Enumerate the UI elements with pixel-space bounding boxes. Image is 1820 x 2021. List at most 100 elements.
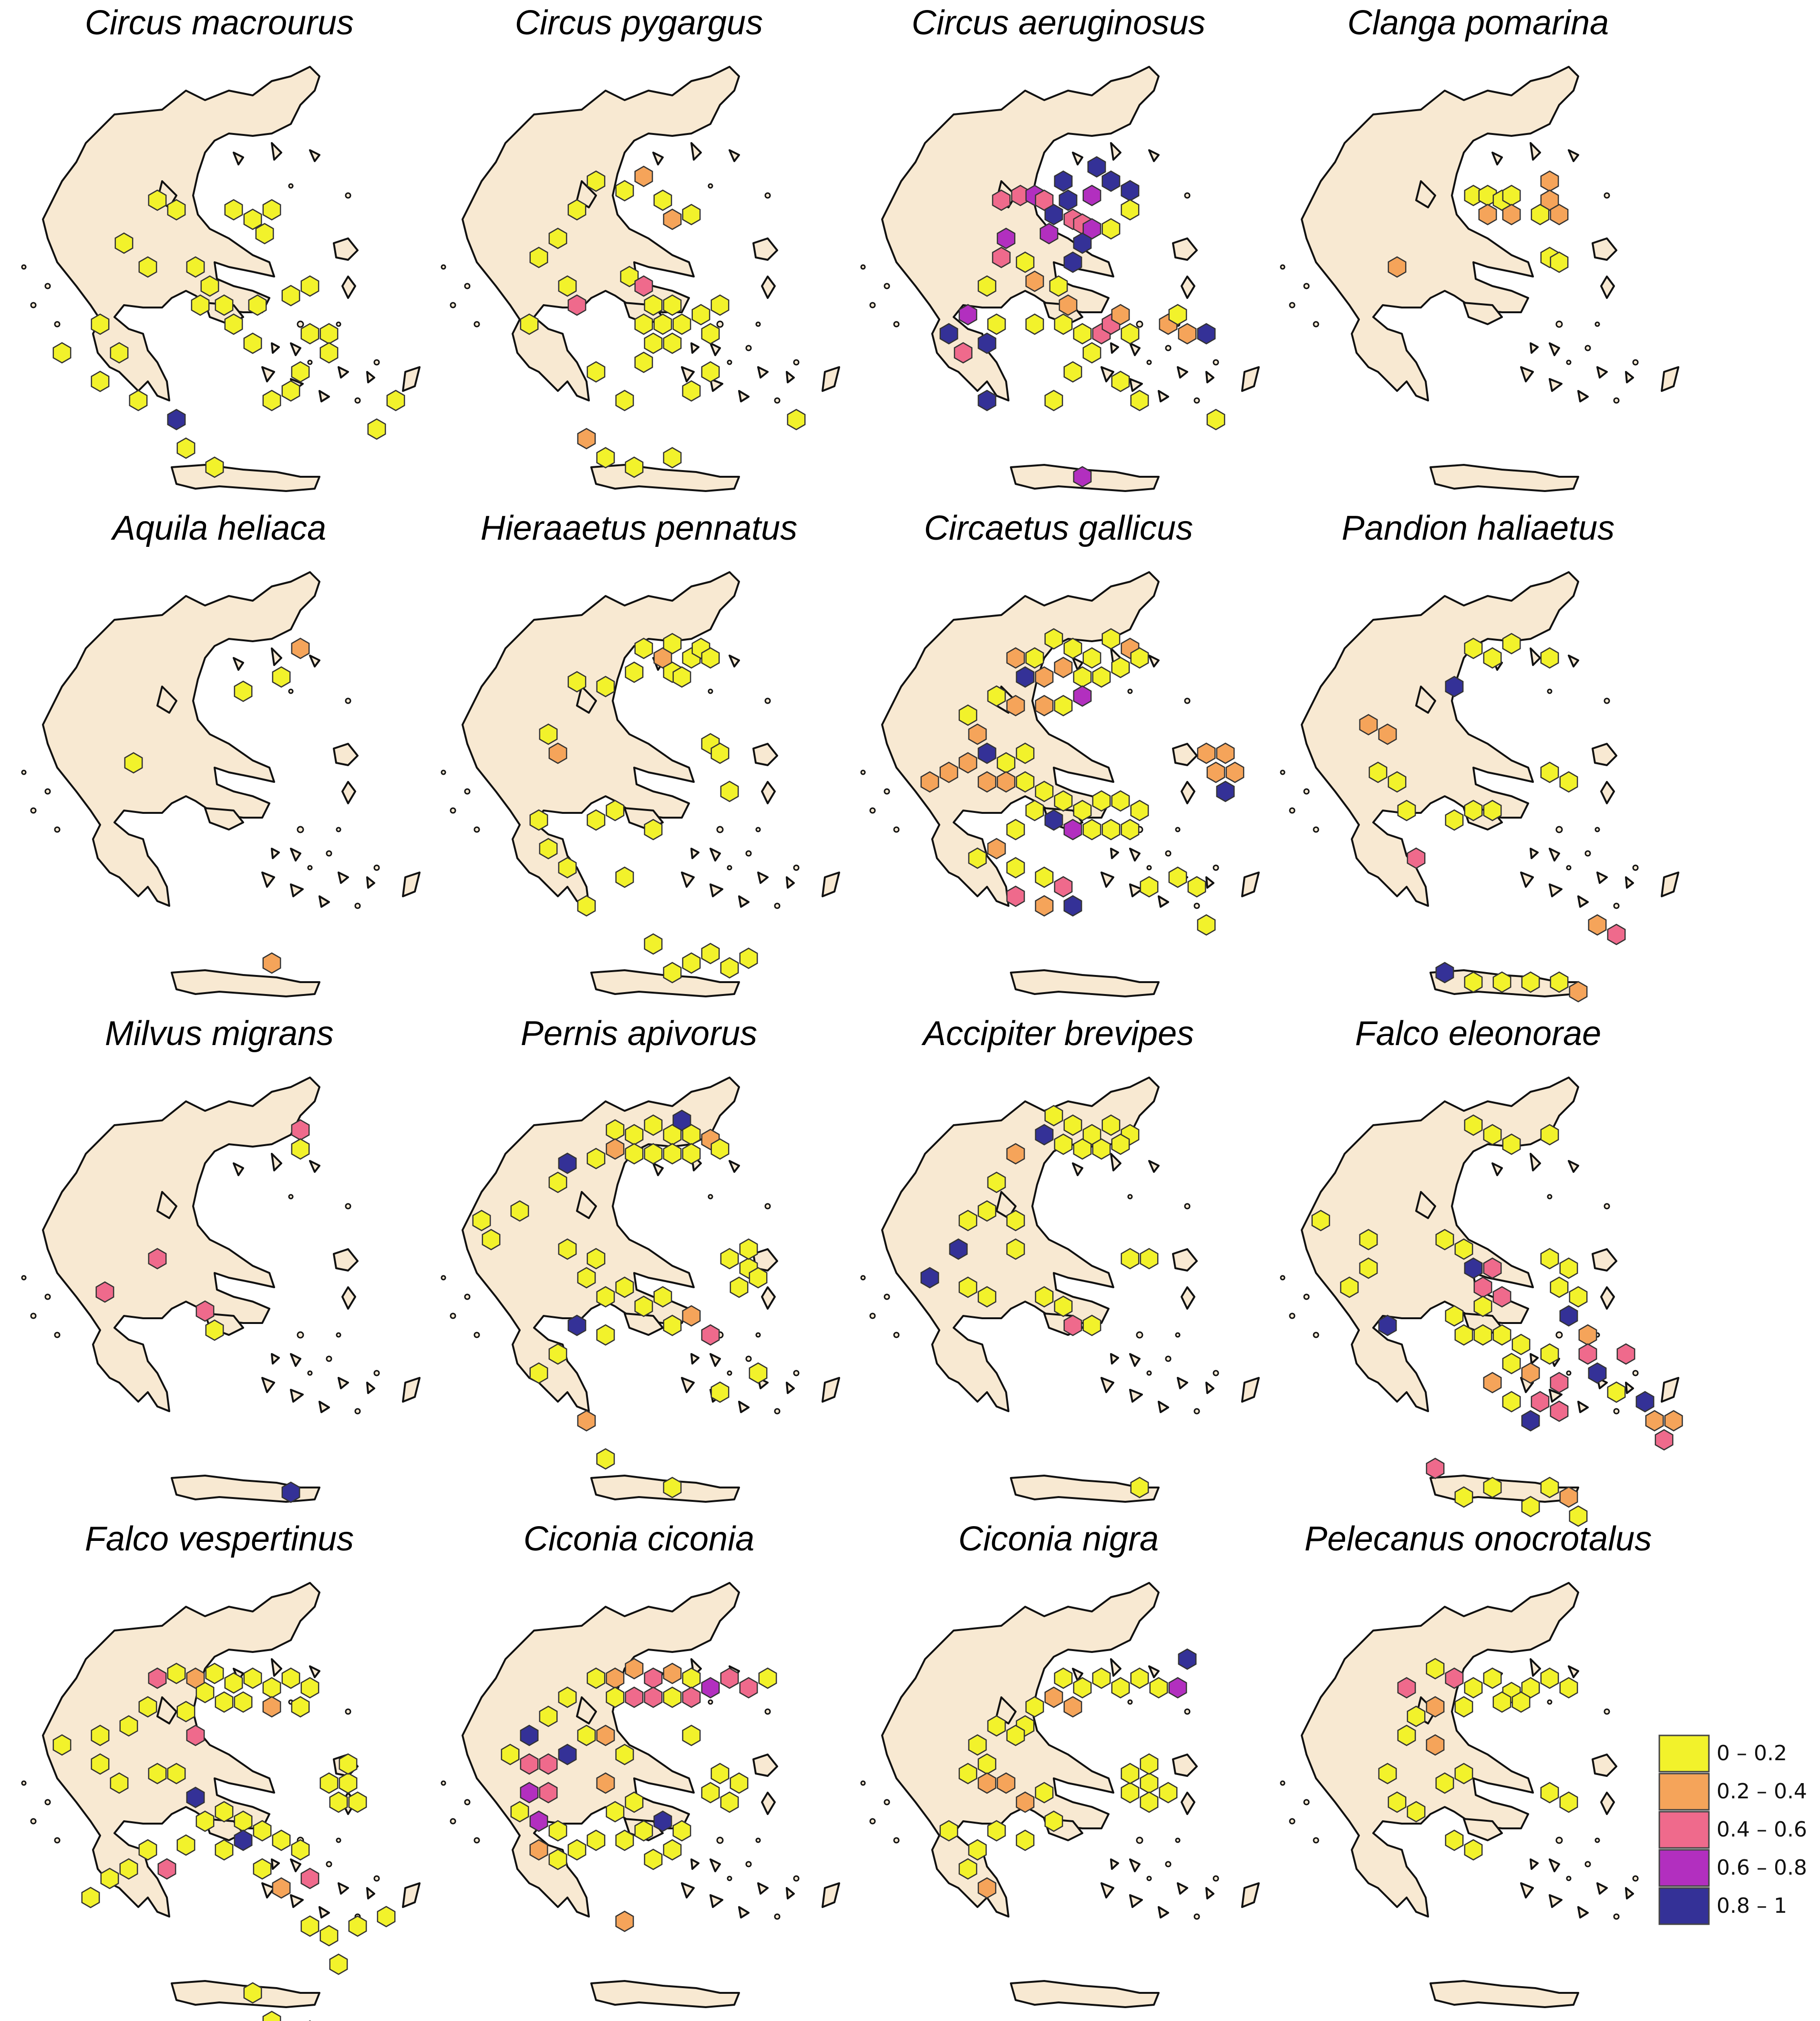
hex-cell (1063, 361, 1082, 383)
hex-cell (91, 370, 110, 392)
hex-cell (186, 1724, 205, 1746)
hex-cell (625, 456, 644, 478)
hex-cell (1101, 1114, 1121, 1136)
hex-cell (1645, 1410, 1664, 1432)
hex-cell (1063, 895, 1082, 917)
hex-cells (501, 1658, 777, 1932)
hex-cell (997, 227, 1016, 249)
hex-cell (510, 1200, 529, 1222)
panel-title: Circaetus gallicus (924, 509, 1193, 547)
panel-circus-aeruginosus: Circus aeruginosus (860, 4, 1260, 492)
hex-cell (958, 304, 977, 326)
panel-circus-pygargus: Circus pygargus (441, 4, 840, 492)
hex-cell (920, 771, 939, 793)
hex-cell (720, 1667, 739, 1689)
hex-cell (1073, 1677, 1092, 1699)
hex-cell (958, 1858, 977, 1880)
hex-cell (539, 1782, 558, 1804)
hex-cell (291, 1839, 310, 1861)
hex-cell (720, 957, 739, 979)
hex-cell (1397, 800, 1416, 821)
hex-cell (119, 1715, 138, 1737)
hex-cell (548, 742, 567, 764)
hex-cell (720, 780, 739, 802)
hex-cell (977, 1200, 997, 1222)
hex-cells (95, 1119, 310, 1503)
hex-cell (291, 361, 310, 383)
hex-cell (615, 390, 634, 411)
hex-cell (234, 1691, 253, 1713)
hex-cell (596, 447, 615, 469)
hex-cell (625, 1143, 644, 1165)
hex-cell (1044, 809, 1063, 831)
hex-cell (1035, 1286, 1054, 1308)
panel-accipiter-brevipes: Accipiter brevipes (860, 1015, 1260, 1503)
hex-cell (1039, 223, 1059, 245)
hex-cell (992, 246, 1011, 268)
hex-cell (1492, 971, 1512, 993)
hex-cell (215, 294, 234, 316)
hex-cell (987, 1715, 1006, 1737)
hex-cell (1502, 1391, 1521, 1413)
hex-cell (1197, 323, 1216, 345)
hex-cell (1006, 647, 1025, 669)
hex-cell (205, 1319, 224, 1341)
hex-cell (253, 1858, 272, 1880)
panel-title: Circus pygargus (515, 4, 763, 42)
hex-cell (1454, 1763, 1473, 1785)
hex-cell (91, 1724, 110, 1746)
hex-cell (1054, 1295, 1073, 1317)
hex-cell (663, 1314, 682, 1336)
hex-cell (1063, 637, 1082, 659)
hex-cell (377, 1906, 396, 1928)
hex-cell (987, 685, 1006, 707)
hex-cell (1111, 657, 1130, 678)
hex-cell (1140, 1791, 1159, 1813)
hex-cell (1578, 1324, 1597, 1346)
hex-cell (1016, 742, 1035, 764)
hex-cell (1550, 971, 1569, 993)
hex-cell (968, 723, 987, 745)
hex-cell (1388, 771, 1407, 793)
hex-cell (1588, 914, 1607, 936)
greece-map (21, 66, 421, 492)
hex-cell (558, 1686, 577, 1708)
hex-cell (1502, 633, 1521, 655)
hex-cell (997, 771, 1016, 793)
hex-cell (195, 1682, 215, 1703)
hex-cell (176, 1701, 195, 1723)
hex-cell (91, 1753, 110, 1775)
hex-cell (300, 1677, 319, 1699)
hex-cell (1550, 204, 1569, 226)
hex-cell (1054, 695, 1073, 717)
hex-cell (644, 1143, 663, 1165)
hex-cell (644, 1848, 663, 1870)
hex-cell (567, 199, 586, 221)
panel-circaetus-gallicus: Circaetus gallicus (860, 509, 1260, 997)
hex-cell (1130, 1477, 1149, 1498)
hex-cell (262, 390, 281, 411)
hex-cell (215, 1801, 234, 1823)
hex-cell (1054, 657, 1073, 678)
legend-label: 0.2 – 0.4 (1717, 1779, 1807, 1804)
panel-falco-vespertinus: Falco vespertinus (21, 1520, 421, 2021)
hex-cell (386, 390, 405, 411)
hex-cell (157, 1858, 176, 1880)
hex-cell (701, 323, 720, 345)
hex-cells (1359, 633, 1626, 1003)
hex-cell (663, 1477, 682, 1498)
hex-cell (606, 1686, 625, 1708)
hex-cell (1140, 1753, 1159, 1775)
hex-cell (567, 294, 586, 316)
hex-cell (615, 1829, 634, 1851)
hex-cell (329, 1953, 348, 1975)
hex-cell (281, 285, 300, 307)
hex-cell (672, 313, 691, 335)
panel-ciconia-nigra: Ciconia nigra (860, 1520, 1260, 2008)
hex-cell (606, 1801, 625, 1823)
hex-cell (586, 170, 606, 192)
hex-cell (615, 1910, 634, 1932)
hex-cell (1445, 809, 1464, 831)
hex-cell (195, 1300, 215, 1322)
hex-cell (701, 361, 720, 383)
